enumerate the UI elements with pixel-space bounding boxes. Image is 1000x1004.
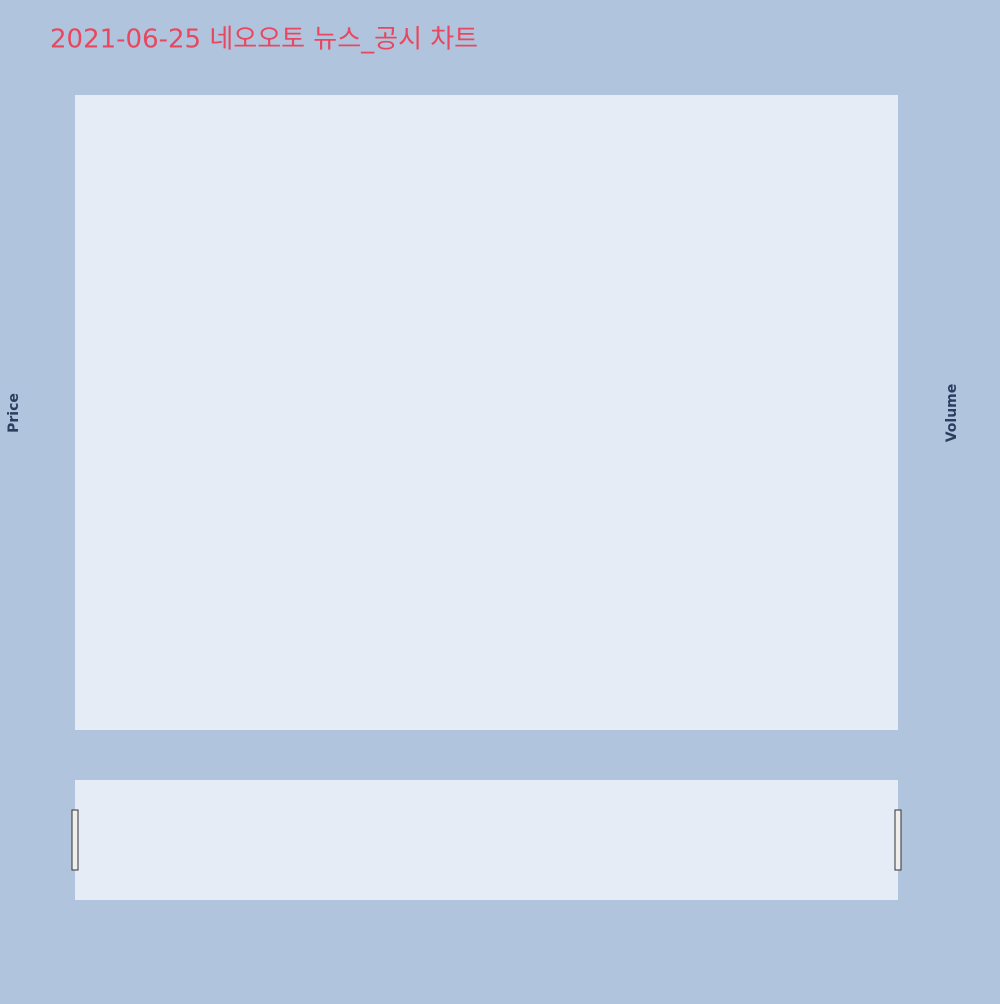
chart-title: 2021-06-25 네오오토 뉴스_공시 차트 bbox=[50, 25, 478, 55]
y-axis-title: Price bbox=[6, 393, 22, 433]
slider-handle-right[interactable] bbox=[894, 809, 902, 871]
y2-axis-title: Volume bbox=[944, 384, 960, 443]
range-slider[interactable] bbox=[75, 780, 898, 900]
plot-area bbox=[75, 95, 898, 730]
slider-handle-left[interactable] bbox=[71, 809, 79, 871]
